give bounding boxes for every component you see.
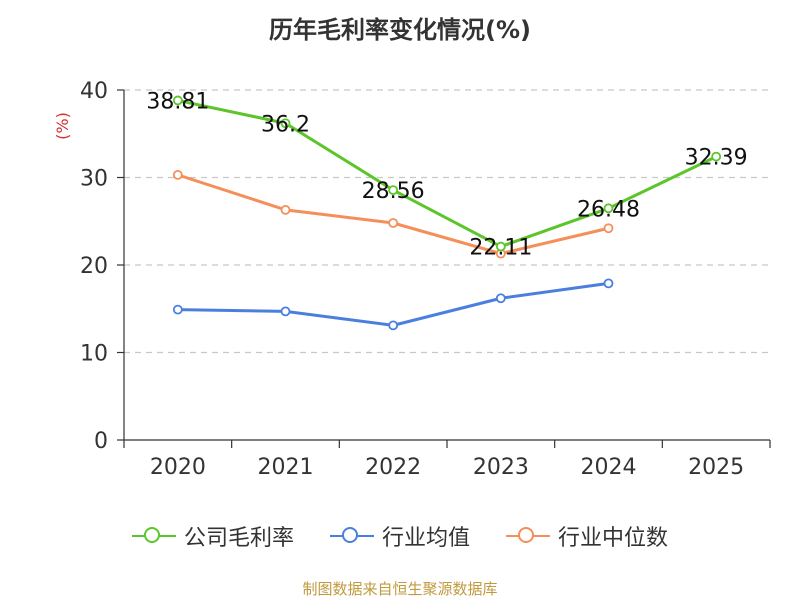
data-label: 22.11 xyxy=(469,236,532,261)
series-line xyxy=(177,281,609,327)
legend-swatch-icon xyxy=(506,527,550,545)
axes: 0 10 20 30 40 (%) 2020 2021 2022 2023 2024 2025 xyxy=(53,79,771,480)
x-tick-label: 2025 xyxy=(688,455,744,480)
y-tick-label: 10 xyxy=(80,342,108,367)
data-label: 28.56 xyxy=(362,179,425,204)
x-tick-label: 2023 xyxy=(473,455,529,480)
data-label: 26.48 xyxy=(577,197,640,222)
data-point xyxy=(603,278,614,289)
series-line xyxy=(177,98,717,249)
data-point xyxy=(495,293,506,304)
series-layer xyxy=(172,95,722,331)
legend-label: 行业均值 xyxy=(381,526,470,551)
x-tick-label: 2020 xyxy=(150,455,206,480)
data-point xyxy=(280,306,291,317)
data-label: 36.2 xyxy=(261,112,310,137)
x-tick-label: 2021 xyxy=(258,455,314,480)
chart-title: 历年毛利率变化情况(%) xyxy=(269,16,531,44)
legend-item-industry-median[interactable]: 行业中位数 xyxy=(506,520,668,552)
data-point xyxy=(280,204,291,215)
data-point xyxy=(172,95,183,106)
data-labels: 38.81 36.2 28.56 22.11 26.48 32.39 xyxy=(146,89,747,260)
x-tick-label: 2022 xyxy=(365,455,421,480)
y-tick-label: 20 xyxy=(80,254,108,279)
source-note: 制图数据来自恒生聚源数据库 xyxy=(302,580,498,598)
data-point xyxy=(388,185,399,196)
data-point xyxy=(603,203,614,214)
grid-lines xyxy=(124,89,770,354)
data-point xyxy=(495,241,506,252)
legend-swatch-icon xyxy=(131,527,176,545)
data-label: 32.39 xyxy=(685,146,748,171)
legend-label: 公司毛利率 xyxy=(183,526,294,551)
data-point xyxy=(172,169,183,180)
legend-swatch-icon xyxy=(329,527,374,545)
y-tick-label: 30 xyxy=(80,167,108,192)
x-tick-label: 2024 xyxy=(581,455,637,480)
data-point xyxy=(603,223,614,234)
legend-label: 行业中位数 xyxy=(558,526,669,551)
data-label: 38.81 xyxy=(146,89,209,114)
y-tick-label: 0 xyxy=(94,429,108,454)
data-point xyxy=(388,218,399,228)
data-point xyxy=(280,118,291,129)
y-axis-label: (%) xyxy=(53,112,72,140)
legend-item-industry-mean[interactable]: 行业均值 xyxy=(329,520,470,552)
y-tick-label: 40 xyxy=(80,79,108,104)
data-point xyxy=(711,151,722,162)
legend: 公司毛利率 行业均值 行业中位数 xyxy=(0,520,800,552)
data-point xyxy=(388,320,399,331)
legend-item-company-margin[interactable]: 公司毛利率 xyxy=(131,520,294,552)
data-point xyxy=(172,304,183,315)
